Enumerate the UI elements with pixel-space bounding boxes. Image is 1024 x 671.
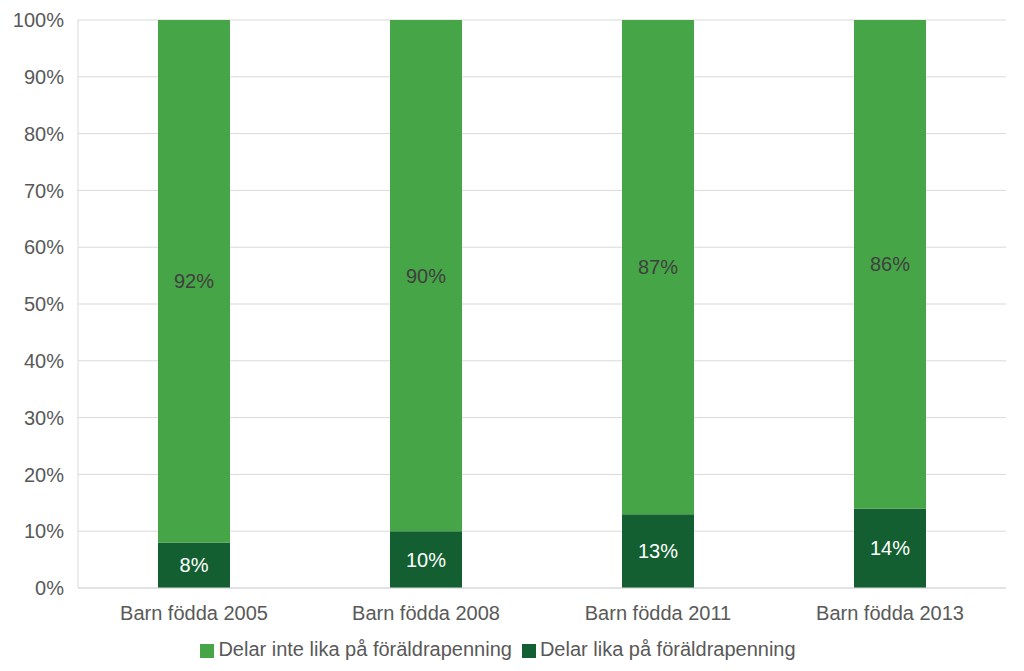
svg-text:Barn födda 2013: Barn födda 2013 [816,602,964,624]
svg-text:0%: 0% [35,577,64,599]
svg-text:50%: 50% [24,293,64,315]
svg-text:87%: 87% [638,256,678,278]
html-text:Delar inte lika på föräldrapen: Delar inte lika på föräldrapenning [218,638,512,660]
svg-text:92%: 92% [174,270,214,292]
svg-text:90%: 90% [406,265,446,287]
html-text:Delar lika på föräldrapenning: Delar lika på föräldrapenning [539,638,796,660]
svg-text:8%: 8% [180,554,209,576]
svg-text:90%: 90% [24,66,64,88]
svg-text:30%: 30% [24,407,64,429]
svg-text:40%: 40% [24,350,64,372]
svg-text:60%: 60% [24,236,64,258]
svg-text:100%: 100% [13,9,64,31]
svg-text:80%: 80% [24,123,64,145]
svg-text:10%: 10% [406,549,446,571]
svg-text:10%: 10% [24,520,64,542]
svg-text:Barn födda 2005: Barn födda 2005 [120,602,268,624]
svg-text:70%: 70% [24,180,64,202]
svg-text:20%: 20% [24,464,64,486]
svg-text:Barn födda 2011: Barn födda 2011 [585,602,731,624]
svg-text:Barn födda 2008: Barn födda 2008 [352,602,500,624]
svg-text:13%: 13% [638,540,678,562]
svg-text:14%: 14% [870,537,910,559]
svg-text:86%: 86% [870,253,910,275]
